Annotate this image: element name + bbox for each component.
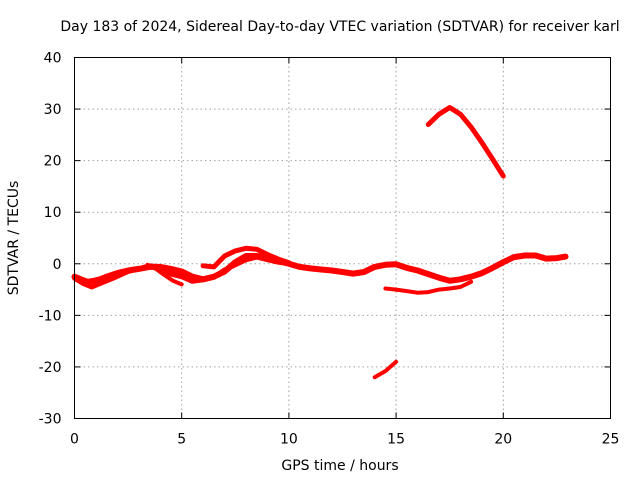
y-tick-label: 30 [44,102,62,118]
x-tick-label: 0 [70,432,79,448]
chart-title: Day 183 of 2024, Sidereal Day-to-day VTE… [60,19,619,35]
x-tick-label: 10 [280,432,298,448]
y-tick-label: 20 [44,154,62,170]
y-tick-label: -20 [39,360,62,376]
x-tick-label: 5 [177,432,186,448]
y-tick-label: 10 [44,205,62,221]
grid-layer [74,57,611,419]
x-tick-label: 15 [387,432,405,448]
series-layer [71,105,569,380]
tick-layer: 0 5 10 15 20 25 -30 -20 -10 0 10 20 30 40 [39,51,620,448]
y-tick-label: -30 [39,412,62,428]
x-axis-label: GPS time / hours [281,458,398,474]
x-tick-label: 20 [494,432,512,448]
series-arc-17h [425,105,506,179]
y-axis-label: SDTVAR / TECUs [6,181,22,296]
series-lower-band [72,254,292,290]
series-segment-14h [372,359,399,380]
series-upper-7h [200,245,292,270]
series-dip-4h [145,262,184,287]
y-tick-label: 40 [44,51,62,67]
series-lower-15h [383,279,474,295]
y-tick-label: -10 [39,308,62,324]
x-tick-label: 25 [602,432,620,448]
y-tick-label: 0 [53,257,62,273]
plot-frame [74,57,611,419]
